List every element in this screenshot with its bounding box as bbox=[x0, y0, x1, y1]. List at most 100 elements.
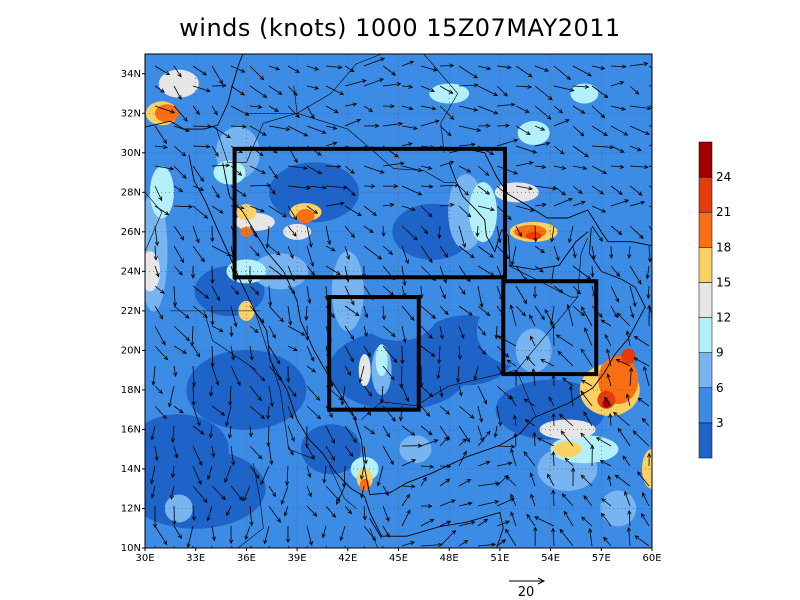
wind-vector bbox=[551, 527, 556, 547]
wind-vector bbox=[534, 125, 546, 131]
wind-vector bbox=[154, 285, 165, 294]
wind-vector bbox=[268, 85, 283, 95]
wind-vector bbox=[420, 105, 437, 111]
wind-vector bbox=[325, 65, 343, 70]
wind-vector bbox=[580, 432, 593, 447]
wind-vector bbox=[506, 359, 517, 367]
wind-vector bbox=[439, 105, 455, 120]
wind-vector bbox=[152, 505, 158, 529]
wind-vector bbox=[439, 183, 460, 188]
border-segment bbox=[203, 310, 257, 371]
wind-vector bbox=[154, 445, 159, 462]
longitude-label: 36E bbox=[237, 553, 256, 564]
wind-vector bbox=[173, 325, 190, 342]
wind-speed-patch bbox=[399, 435, 432, 464]
colorbar-swatch bbox=[698, 141, 713, 178]
wind-vector bbox=[496, 138, 519, 147]
wind-vector bbox=[268, 185, 276, 195]
wind-vector bbox=[496, 225, 502, 244]
wind-vector bbox=[439, 285, 446, 300]
wind-vector bbox=[265, 225, 270, 249]
wind-vector bbox=[229, 325, 234, 338]
wind-vector bbox=[173, 405, 184, 414]
wind-vector bbox=[439, 520, 452, 527]
colorbar-swatch bbox=[698, 317, 713, 353]
wind-vector bbox=[562, 377, 574, 387]
wind-vector bbox=[358, 365, 365, 384]
wind-vector bbox=[605, 348, 612, 367]
wind-vector bbox=[363, 165, 385, 174]
wind-vector bbox=[249, 245, 260, 257]
wind-vector bbox=[230, 345, 236, 361]
wind-vector bbox=[437, 345, 442, 365]
wind-vector bbox=[420, 205, 433, 218]
wind-vector bbox=[283, 505, 289, 517]
wind-vector bbox=[268, 165, 278, 179]
wind-vector bbox=[534, 202, 547, 207]
wind-vector bbox=[401, 185, 423, 196]
colorbar-swatch bbox=[698, 247, 713, 283]
wind-vector bbox=[344, 505, 353, 515]
longitude-label: 39E bbox=[288, 553, 307, 564]
wind-vector bbox=[531, 367, 536, 387]
wind-vector bbox=[608, 412, 613, 427]
wind-vector bbox=[551, 450, 556, 467]
wind-vector bbox=[344, 118, 362, 127]
wind-vector bbox=[173, 445, 179, 459]
wind-vector bbox=[533, 225, 538, 243]
wind-vector bbox=[344, 79, 367, 87]
wind-vector bbox=[399, 365, 404, 389]
wind-speed-patch bbox=[553, 441, 582, 458]
wind-vector bbox=[306, 345, 315, 362]
colorbar-label: 3 bbox=[716, 416, 724, 430]
wind-vector bbox=[510, 245, 517, 266]
wind-vector bbox=[458, 425, 471, 443]
wind-vector bbox=[325, 505, 336, 518]
wind-vector bbox=[287, 185, 311, 191]
wind-vector bbox=[563, 510, 574, 527]
wind-vector bbox=[382, 202, 395, 208]
wind-vector bbox=[192, 165, 204, 183]
wind-vector bbox=[306, 165, 323, 175]
wind-vector bbox=[637, 397, 650, 407]
wind-vector bbox=[439, 499, 456, 507]
wind-vector bbox=[496, 461, 513, 467]
wind-vector bbox=[325, 425, 335, 445]
wind-vector bbox=[566, 303, 574, 327]
wind-vector bbox=[439, 436, 449, 447]
wind-vector bbox=[458, 385, 463, 397]
wind-vector bbox=[629, 164, 649, 170]
wind-vector bbox=[209, 385, 214, 398]
wind-vector bbox=[629, 105, 652, 111]
wind-vector bbox=[325, 85, 345, 95]
wind-vector bbox=[581, 516, 593, 527]
wind-vector bbox=[420, 165, 433, 170]
wind-vector bbox=[633, 335, 650, 347]
wind-vector bbox=[192, 144, 211, 149]
colorbar-label: 15 bbox=[716, 275, 731, 289]
wind-vector bbox=[613, 411, 631, 427]
wind-vector bbox=[154, 105, 176, 114]
wind-vector bbox=[600, 512, 612, 527]
wind-vector bbox=[363, 184, 376, 189]
wind-vector bbox=[363, 123, 380, 128]
wind-vector bbox=[344, 425, 357, 444]
wind-vector bbox=[287, 65, 300, 73]
wind-vector bbox=[249, 545, 253, 548]
wind-vector bbox=[340, 385, 346, 406]
wind-vector bbox=[211, 405, 226, 416]
wind-vector bbox=[629, 145, 642, 152]
wind-vector bbox=[230, 65, 246, 73]
wind-vector bbox=[477, 345, 487, 355]
wind-vector bbox=[546, 473, 555, 487]
wind-vector bbox=[304, 425, 309, 449]
wind-vector bbox=[363, 525, 377, 542]
wind-vector bbox=[458, 285, 466, 295]
wind-vector bbox=[153, 245, 158, 261]
wind-vector bbox=[477, 460, 491, 467]
wind-vector bbox=[154, 345, 169, 361]
wind-vector bbox=[610, 185, 623, 195]
wind-vector bbox=[173, 125, 191, 133]
wind-vector bbox=[496, 444, 516, 449]
